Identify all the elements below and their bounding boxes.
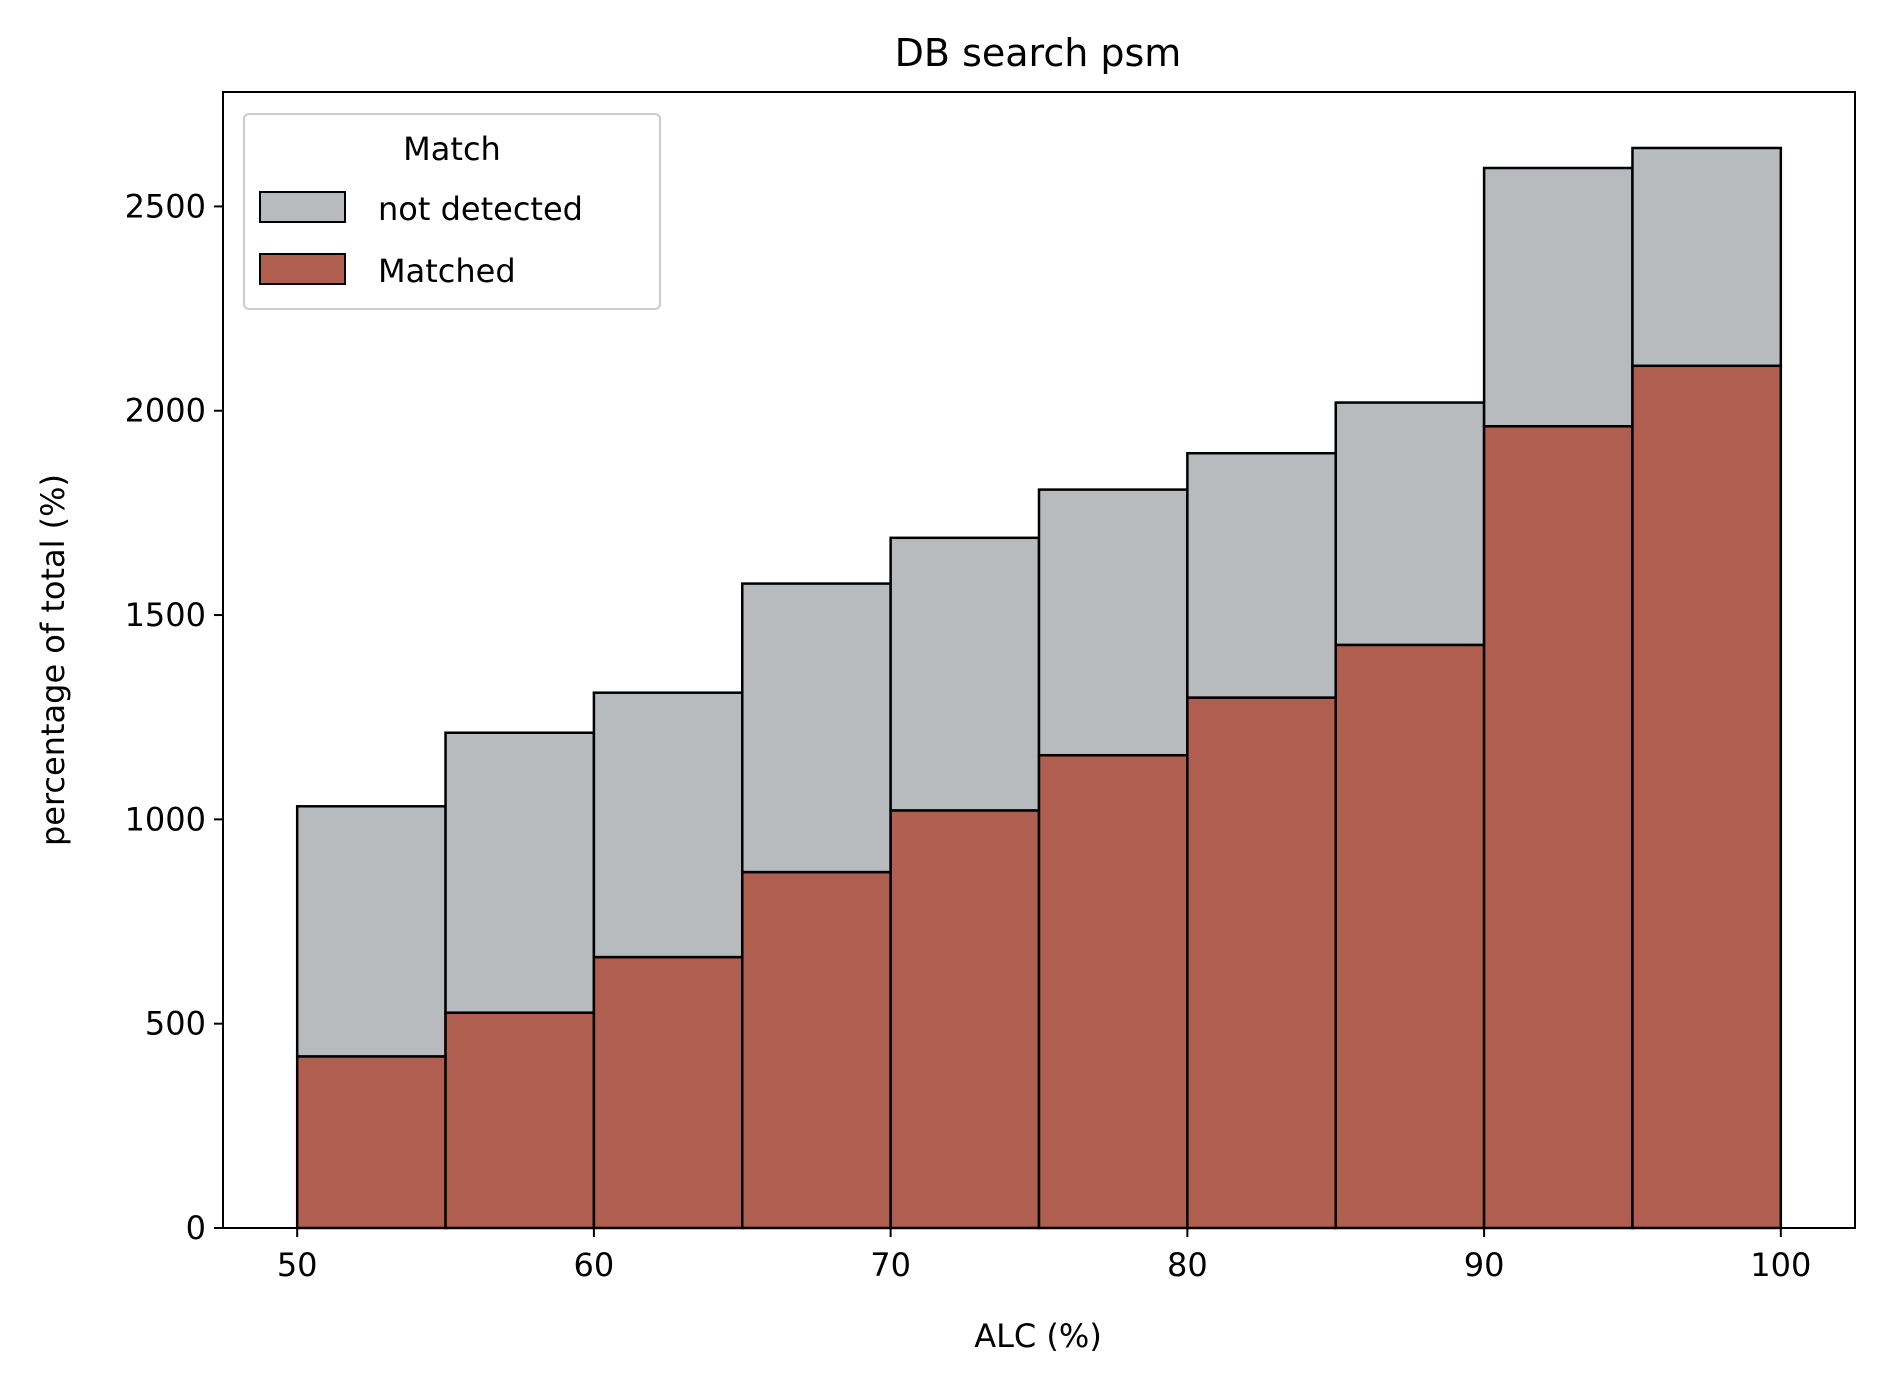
bar-matched-75-80 [1037, 753, 1189, 1230]
x-tick-label: 80 [1167, 1246, 1208, 1284]
x-axis-ticks: 50 60 70 80 90 100 [277, 1228, 1811, 1284]
bar-not-detected-95-100 [1631, 146, 1783, 368]
y-tick-label: 2000 [125, 392, 206, 430]
y-tick-label: 1500 [125, 596, 206, 634]
legend-label-not-detected: not detected [378, 190, 583, 228]
legend-title: Match [403, 130, 501, 168]
bar-not-detected-60-65 [592, 691, 744, 959]
bar-not-detected-55-60 [444, 731, 596, 1014]
legend-label-matched: Matched [378, 252, 516, 290]
bar-matched-55-60 [444, 1011, 596, 1230]
bar-matched-85-90 [1334, 643, 1486, 1230]
x-tick-label: 100 [1750, 1246, 1811, 1284]
legend: Match not detected Matched [243, 113, 661, 310]
y-axis-ticks: 0 500 1000 1500 2000 2500 [125, 187, 223, 1247]
bar-not-detected-50-55 [295, 805, 447, 1058]
legend-box [243, 113, 661, 310]
y-axis-label: percentage of total (%) [34, 474, 72, 846]
bar-matched-90-95 [1482, 425, 1634, 1230]
x-tick-label: 70 [870, 1246, 911, 1284]
bar-not-detected-85-90 [1334, 401, 1486, 647]
x-axis-label: ALC (%) [974, 1317, 1102, 1355]
y-tick-label: 500 [145, 1005, 206, 1043]
bar-not-detected-80-85 [1186, 451, 1337, 699]
x-tick-label: 50 [277, 1246, 318, 1284]
bar-matched-50-55 [295, 1055, 447, 1230]
plot-frame [222, 91, 1856, 1229]
y-tick-label: 2500 [125, 187, 206, 225]
bar-not-detected-75-80 [1037, 488, 1189, 757]
legend-swatch-matched [259, 253, 346, 285]
x-tick-label: 60 [574, 1246, 615, 1284]
x-tick-label: 90 [1464, 1246, 1505, 1284]
legend-swatch-not-detected [259, 191, 346, 223]
bars-group [295, 146, 1783, 1230]
y-tick-label: 0 [186, 1209, 206, 1247]
chart-title: DB search psm [895, 31, 1182, 75]
bar-matched-95-100 [1631, 364, 1783, 1230]
bar-matched-65-70 [741, 870, 892, 1230]
bar-matched-70-75 [889, 809, 1041, 1230]
bar-not-detected-65-70 [741, 582, 892, 874]
bar-matched-80-85 [1186, 696, 1337, 1230]
bar-not-detected-90-95 [1482, 166, 1634, 428]
y-tick-label: 1000 [125, 800, 206, 838]
bar-not-detected-70-75 [889, 536, 1041, 812]
bar-matched-60-65 [592, 955, 744, 1230]
